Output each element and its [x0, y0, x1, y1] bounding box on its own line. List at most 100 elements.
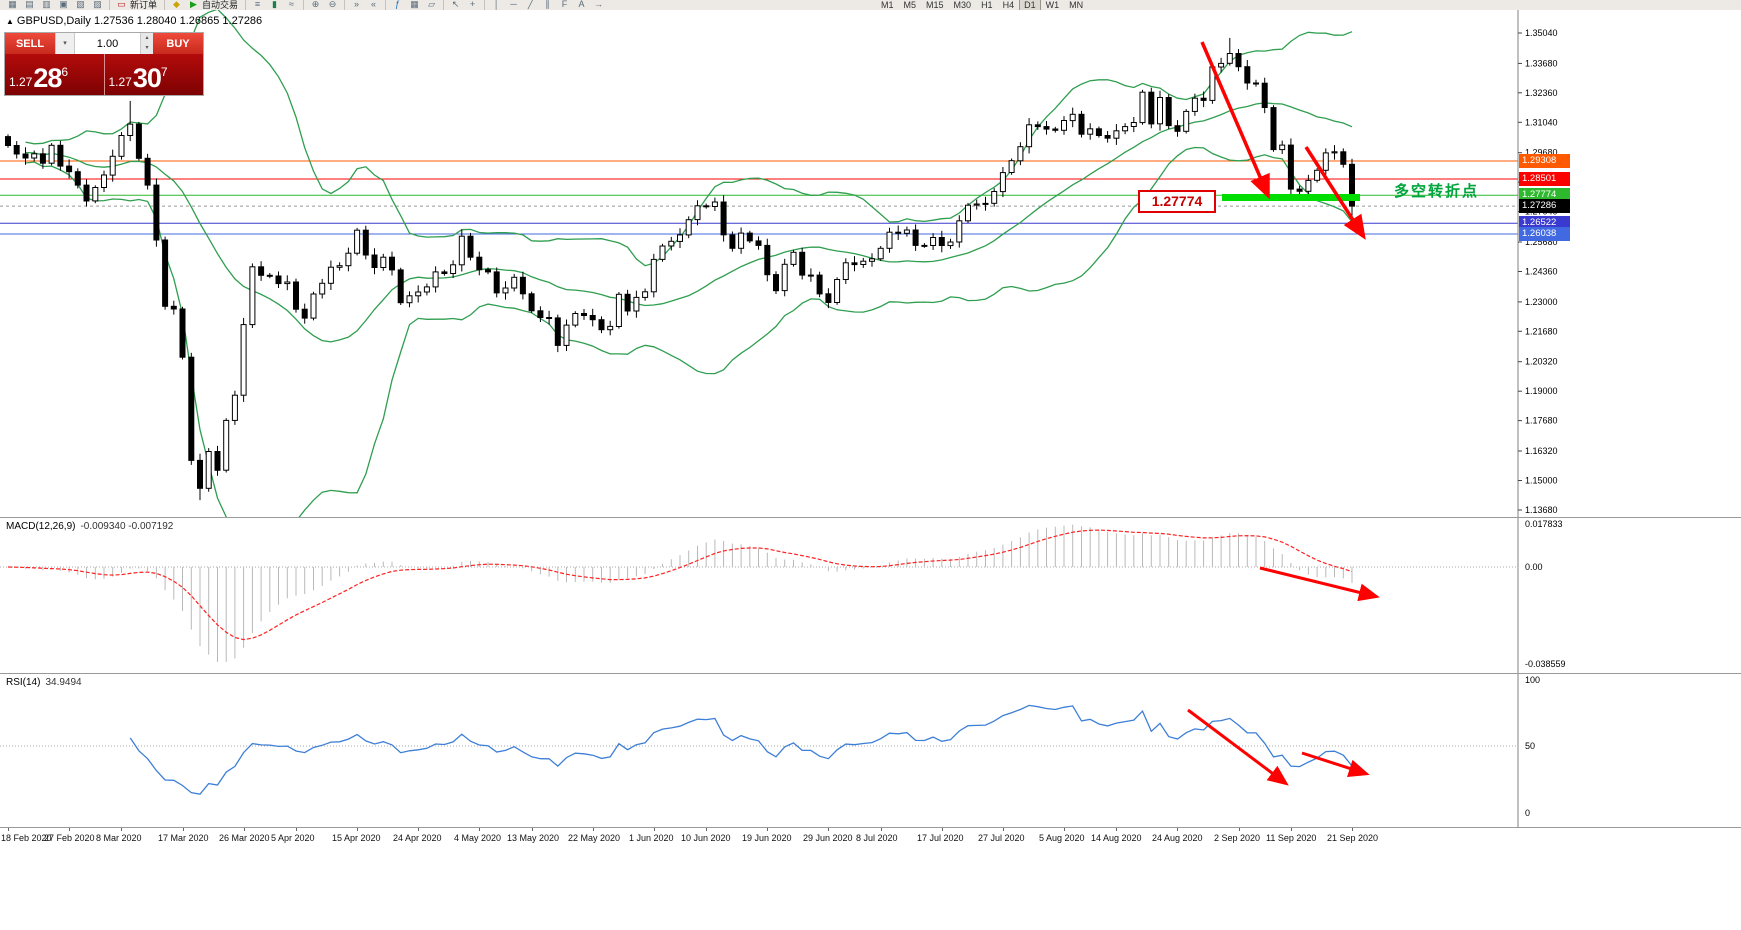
line-chart-icon[interactable]: ≈ [289, 0, 294, 9]
arrows-tool-icon[interactable]: → [594, 0, 604, 9]
svg-text:1.27040: 1.27040 [1525, 207, 1558, 217]
sell-price[interactable]: 1.27 28 6 [5, 54, 105, 95]
date-label: 21 Sep 2020 [1327, 833, 1379, 843]
spin-down-icon[interactable]: ▾ [145, 45, 149, 51]
date-label: 15 Apr 2020 [332, 833, 381, 843]
date-tick [1003, 828, 1004, 831]
buy-price[interactable]: 1.27 30 7 [104, 54, 203, 95]
sell-button[interactable]: SELL [5, 33, 55, 54]
date-label: 11 Sep 2020 [1266, 833, 1317, 843]
date-label: 24 Aug 2020 [1152, 833, 1203, 843]
date-label: 5 Aug 2020 [1039, 833, 1085, 843]
time-axis[interactable]: 18 Feb 2020 27 Feb 2020 8 Mar 2020 17 Mar 2… [0, 827, 1741, 850]
chart-shift-icon[interactable]: « [371, 0, 377, 9]
data-window-icon[interactable]: ▣ [59, 0, 68, 9]
spin-up-icon[interactable]: ▴ [145, 35, 149, 41]
price-chart[interactable]: 1.35040 1.33680 1.32360 1.31040 1.29680 1.283… [0, 10, 1741, 517]
date-label: 13 May 2020 [507, 833, 560, 843]
macd-signal-line [7, 529, 1353, 641]
date-tick [69, 828, 70, 831]
toolbar-icon-strip: ▦ ▤ ▥ ▣ ▧ ▨ ▭ 新订单 ◆ ▶ 自动交易 ≡ ▮ ≈ ⊕ ⊖ » « ƒ ▦ ▱ ↖ + │ ─ ╱ ∥ F A → [0, 0, 1741, 10]
timeframe-m30[interactable]: M30 [953, 0, 972, 10]
date-tick [357, 828, 358, 831]
date-tick [479, 828, 480, 831]
text-label-icon[interactable]: A [578, 0, 585, 9]
zoom-in-icon[interactable]: ⊕ [311, 0, 320, 9]
timeframe-d1[interactable]: D1 [1019, 0, 1041, 10]
date-tick [1064, 828, 1065, 831]
symbol-icon: ▲ [6, 17, 14, 26]
svg-text:1.25680: 1.25680 [1525, 237, 1558, 247]
terminal-icon[interactable]: ▨ [93, 0, 102, 9]
new-order-button-label[interactable]: 新订单 [130, 0, 158, 10]
new-chart-icon[interactable]: ▦ [8, 0, 17, 9]
date-tick [532, 828, 533, 831]
autotrading-button-label[interactable]: 自动交易 [202, 0, 239, 10]
vertical-line-icon[interactable]: │ [493, 0, 500, 9]
timeframe-m5[interactable]: M5 [903, 0, 917, 10]
svg-text:1.24360: 1.24360 [1525, 267, 1558, 277]
periods-icon[interactable]: ▦ [410, 0, 419, 9]
timeframe-h4[interactable]: H4 [1002, 0, 1015, 10]
macd-histogram [16, 524, 1353, 662]
symbol-title: GBPUSD,Daily [16, 15, 91, 27]
rsi-label: RSI(14) 34.9494 [6, 677, 82, 688]
date-label: 8 Jul 2020 [856, 833, 898, 843]
svg-text:1.21680: 1.21680 [1525, 326, 1558, 336]
date-label: 19 Jun 2020 [742, 833, 792, 843]
bar-chart-icon[interactable]: ≡ [254, 0, 261, 9]
svg-text:1.13680: 1.13680 [1525, 505, 1558, 515]
date-label: 5 Apr 2020 [271, 833, 315, 843]
toolbar-separator [484, 0, 486, 10]
svg-text:1.31040: 1.31040 [1525, 117, 1558, 127]
svg-text:1.16320: 1.16320 [1525, 446, 1558, 456]
timeframe-mn[interactable]: MN [1069, 0, 1084, 10]
macd-label: MACD(12,26,9) -0.009340 -0.007192 [6, 521, 174, 532]
volume-spinner[interactable]: ▴ ▾ [140, 33, 153, 54]
timeframe-m15[interactable]: M15 [926, 0, 944, 10]
ohlc-values: 1.27536 1.28040 1.26865 1.27286 [93, 15, 263, 27]
profiles-icon[interactable]: ▤ [25, 0, 34, 9]
date-label: 14 Aug 2020 [1091, 833, 1142, 843]
svg-text:1.33680: 1.33680 [1525, 58, 1558, 68]
metaeditor-icon[interactable]: ◆ [173, 0, 180, 9]
volume-dropdown[interactable]: ▾ [55, 33, 75, 54]
autotrading-button[interactable]: ▶ [190, 0, 197, 9]
new-order-button[interactable]: ▭ [117, 0, 126, 9]
horizontal-line-icon[interactable]: ─ [510, 0, 517, 9]
buy-price-prefix: 1.27 [108, 75, 132, 89]
date-label: 22 May 2020 [568, 833, 621, 843]
cursor-icon[interactable]: ↖ [451, 0, 460, 9]
support-price-flag: 1.27774 [1138, 190, 1216, 213]
templates-icon[interactable]: ▱ [428, 0, 435, 9]
channel-icon[interactable]: ∥ [545, 0, 550, 9]
crosshair-icon[interactable]: + [469, 0, 476, 9]
volume-input[interactable] [75, 33, 140, 54]
macd-panel[interactable]: 0.017833 0.00 -0.038559 MACD(12,26,9) -0.00… [0, 517, 1741, 674]
fibonacci-icon[interactable]: F [561, 0, 568, 9]
date-label: 27 Feb 2020 [44, 833, 95, 843]
date-tick [1352, 828, 1353, 831]
timeframe-h1[interactable]: H1 [981, 0, 993, 10]
trend-arrow [1304, 146, 1366, 240]
trendline-icon[interactable]: ╱ [527, 0, 534, 9]
buy-price-big: 30 [132, 63, 162, 93]
navigator-icon[interactable]: ▧ [76, 0, 85, 9]
date-label: 26 Mar 2020 [219, 833, 270, 843]
timeframe-w1[interactable]: W1 [1045, 0, 1060, 10]
zoom-out-icon[interactable]: ⊖ [328, 0, 337, 9]
market-watch-icon[interactable]: ▥ [42, 0, 51, 9]
date-tick [1177, 828, 1178, 831]
auto-scroll-icon[interactable]: » [354, 0, 360, 9]
date-tick [121, 828, 122, 831]
indicators-icon[interactable]: ƒ [395, 0, 401, 9]
buy-button[interactable]: BUY [153, 33, 203, 54]
toolbar-separator [344, 0, 346, 10]
date-label: 2 Sep 2020 [1214, 833, 1261, 843]
rsi-panel[interactable]: 100 50 0 RSI(14) 34.9494 [0, 673, 1741, 828]
timeframe-m1[interactable]: M1 [881, 0, 894, 10]
date-tick [1239, 828, 1240, 831]
candlestick-chart-icon[interactable]: ▮ [272, 0, 277, 9]
svg-text:1.20320: 1.20320 [1525, 357, 1558, 367]
